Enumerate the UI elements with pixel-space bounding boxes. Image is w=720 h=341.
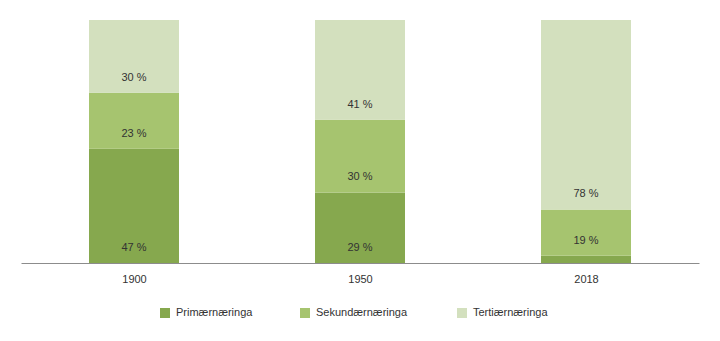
data-label: 41 %	[347, 98, 372, 110]
data-label: 78 %	[573, 187, 598, 199]
data-label: 30 %	[347, 170, 372, 182]
bar-segment	[89, 149, 179, 263]
bar-segment	[89, 20, 179, 93]
tick-label: 2018	[574, 273, 598, 285]
bar-segment	[315, 193, 405, 263]
legend: Primærnæringa Sekundærnæringa Tertiærnærin…	[160, 306, 548, 318]
legend-swatch	[160, 308, 170, 318]
data-label: 30 %	[121, 71, 146, 83]
legend-label: Tertiærnæringa	[473, 306, 548, 318]
legend-label: Sekundærnæringa	[316, 306, 408, 318]
bar-segment	[541, 20, 631, 210]
bar-segment	[315, 120, 405, 193]
data-labels: 47 % 29 % 23 % 30 % 19 % 30 % 41 % 78 %	[121, 71, 598, 253]
bar-segment	[89, 93, 179, 149]
tick: 2018	[574, 263, 598, 285]
tick: 1900	[122, 263, 146, 285]
bar-segment	[315, 20, 405, 120]
chart: 47 % 29 % 23 % 30 % 19 % 30 % 41 % 78 % 1900 1950…	[0, 0, 720, 341]
data-label: 23 %	[121, 127, 146, 139]
legend-label: Primærnæringa	[176, 306, 253, 318]
tick: 1950	[348, 263, 372, 285]
tick-label: 1900	[122, 273, 146, 285]
data-label: 19 %	[573, 234, 598, 246]
data-label: 29 %	[347, 241, 372, 253]
data-label: 47 %	[121, 241, 146, 253]
bar-segment	[541, 210, 631, 256]
legend-swatch	[300, 308, 310, 318]
axis-line	[22, 263, 700, 264]
bar-segment	[541, 256, 631, 263]
tick-label: 1950	[348, 273, 372, 285]
legend-swatch	[457, 308, 467, 318]
x-axis: 1900 1950 2018	[22, 263, 700, 285]
bars	[89, 20, 631, 263]
